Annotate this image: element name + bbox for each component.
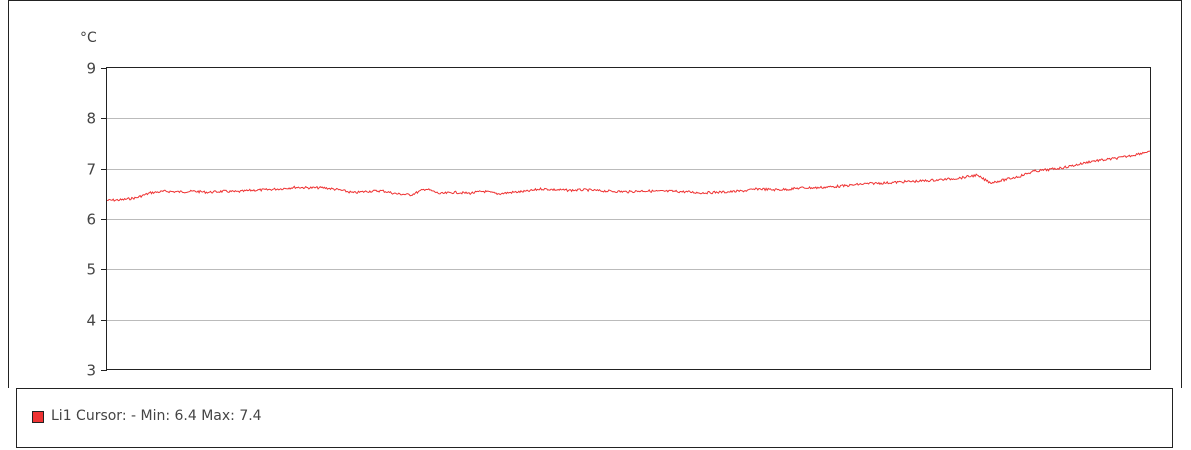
y-tick-label-3: 3 xyxy=(86,362,96,380)
grid-lines xyxy=(107,118,1150,321)
series-layer xyxy=(106,150,1151,202)
y-unit-label: °C xyxy=(80,30,97,46)
y-tick-label-5: 5 xyxy=(86,261,96,279)
plot-area xyxy=(106,67,1151,370)
series-line-li1 xyxy=(106,150,1151,202)
y-tick-label-7: 7 xyxy=(86,161,96,179)
temperature-chart: °C 3 4 5 6 7 8 9 xyxy=(8,0,1182,388)
y-tick-label-9: 9 xyxy=(86,60,96,78)
legend-swatch-li1 xyxy=(32,411,44,423)
legend: Li1 Cursor: - Min: 6.4 Max: 7.4 xyxy=(16,388,1173,448)
y-tick-label-6: 6 xyxy=(86,211,96,229)
y-tick-label-8: 8 xyxy=(86,110,96,128)
y-tick-label-4: 4 xyxy=(86,312,96,330)
legend-label: Li1 Cursor: - Min: 6.4 Max: 7.4 xyxy=(51,408,262,424)
y-tick-labels: 3 4 5 6 7 8 9 xyxy=(86,60,107,380)
